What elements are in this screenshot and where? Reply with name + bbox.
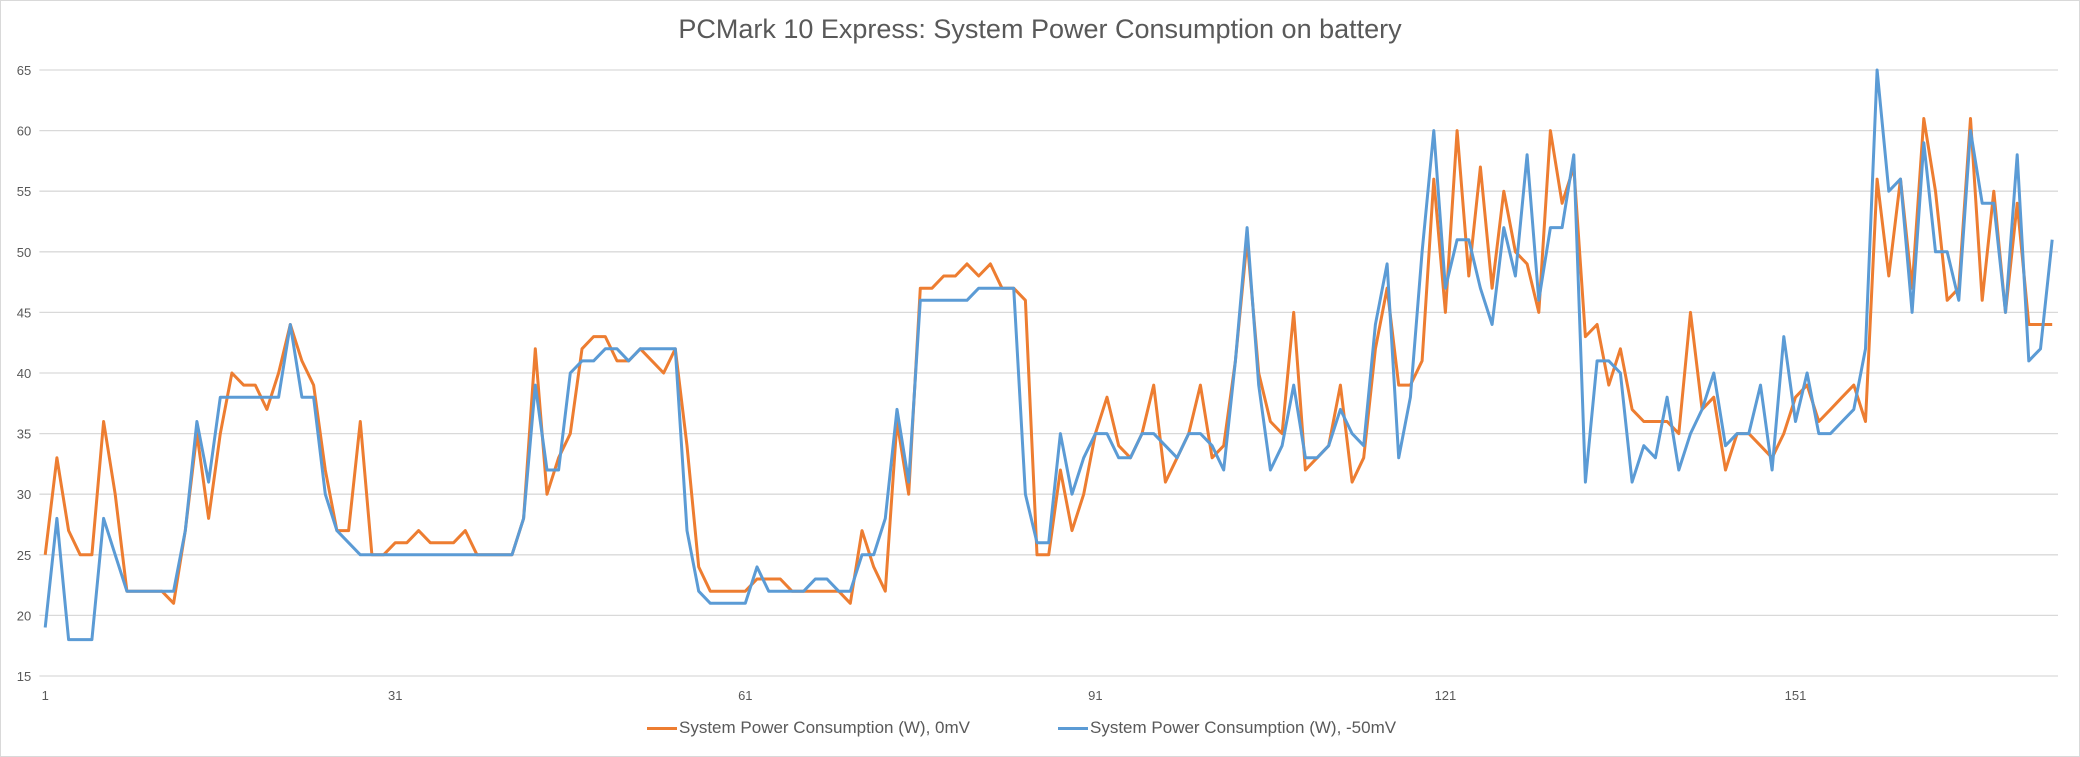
legend: System Power Consumption (W), 0mV System… [0, 718, 2080, 744]
legend-label-0mv: System Power Consumption (W), 0mV [679, 718, 970, 737]
legend-swatch-minus50mv [1058, 726, 1088, 730]
legend-swatch-0mv [647, 726, 677, 730]
y-tick-label: 50 [17, 245, 31, 260]
legend-label-minus50mv: System Power Consumption (W), -50mV [1090, 718, 1397, 737]
x-tick-label: 151 [1785, 688, 1807, 703]
y-tick-label: 30 [17, 487, 31, 502]
y-tick-label: 55 [17, 184, 31, 199]
y-tick-label: 35 [17, 427, 31, 442]
y-tick-label: 25 [17, 548, 31, 563]
y-tick-label: 20 [17, 608, 31, 623]
y-tick-label: 60 [17, 124, 31, 139]
x-tick-label: 121 [1435, 688, 1457, 703]
y-tick-label: 45 [17, 305, 31, 320]
legend-item-0mv: System Power Consumption (W), 0mV [647, 718, 970, 738]
x-tick-label: 31 [388, 688, 402, 703]
legend-item-minus50mv: System Power Consumption (W), -50mV [1058, 718, 1396, 738]
x-tick-label: 61 [738, 688, 752, 703]
chart-title: PCMark 10 Express: System Power Consumpt… [678, 14, 1402, 44]
y-tick-label: 40 [17, 366, 31, 381]
y-tick-label: 65 [17, 63, 31, 78]
x-tick-label: 91 [1088, 688, 1102, 703]
y-tick-label: 15 [17, 669, 31, 684]
x-tick-label: 1 [42, 688, 49, 703]
series-line-1 [43, 68, 2054, 642]
